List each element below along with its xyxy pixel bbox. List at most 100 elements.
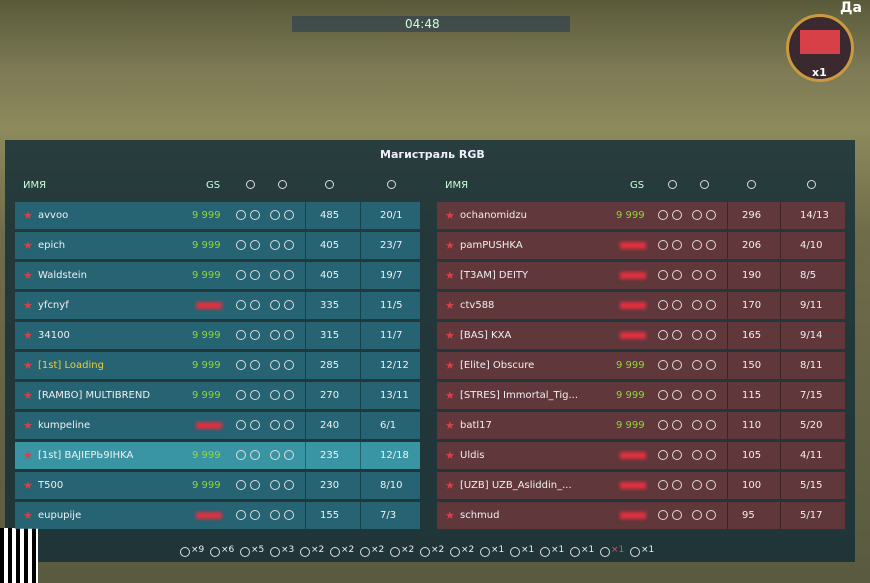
equipment-icon [658, 420, 668, 430]
kills-deaths: 4/10 [800, 240, 823, 251]
equipment-icon [236, 390, 246, 400]
header-name: ИМЯ [445, 180, 469, 191]
player-row: ★ Waldstein 9 999 405 19/7 [15, 262, 420, 289]
equipment-icon [692, 390, 702, 400]
equipment-icon [270, 360, 280, 370]
kills-deaths: 5/20 [800, 420, 823, 431]
divider [727, 292, 728, 319]
equipment-icon [270, 510, 280, 520]
equipment-icon [250, 270, 260, 280]
kills-deaths: 7/15 [800, 390, 823, 401]
equipment-icon [658, 480, 668, 490]
equipment-icon [658, 270, 668, 280]
equipment-icon [236, 450, 246, 460]
divider [727, 262, 728, 289]
award-count: ×1 [641, 545, 655, 555]
divider [727, 502, 728, 529]
award-count: ×9 [191, 545, 205, 555]
award-count: ×2 [431, 545, 445, 555]
equipment-icon [658, 330, 668, 340]
player-name: [Elite] Obscure [460, 360, 535, 371]
gear-score-hidden [620, 272, 646, 279]
gear-score: 9 999 [616, 420, 645, 431]
header-gs: GS [206, 180, 221, 191]
kills-deaths: 13/11 [380, 390, 409, 401]
gear-score-hidden [620, 302, 646, 309]
kills-deaths: 8/5 [800, 270, 817, 281]
player-name: [STRES] Immortal_Tig... [460, 390, 579, 401]
score: 230 [320, 480, 340, 491]
equipment-icon [672, 300, 682, 310]
equipment-icon [692, 300, 702, 310]
rank-star: ★ [445, 389, 455, 402]
player-row: ★ [1st] Loading 9 999 285 12/12 [15, 352, 420, 379]
equipment-icon [706, 240, 716, 250]
divider [360, 352, 361, 379]
crown [800, 30, 840, 54]
award-icon [480, 547, 490, 557]
gear-score-hidden [196, 512, 222, 519]
header-icon [668, 180, 677, 189]
kills-deaths: 8/10 [380, 480, 403, 491]
player-row: ★ 34100 9 999 315 11/7 [15, 322, 420, 349]
divider [360, 382, 361, 409]
player-row: ★ eupupije 155 7/3 [15, 502, 420, 529]
award-count: ×2 [401, 545, 415, 555]
award-count: ×2 [371, 545, 385, 555]
divider [360, 502, 361, 529]
award-count: ×6 [221, 545, 235, 555]
equipment-icon [658, 300, 668, 310]
score: 190 [742, 270, 762, 281]
gear-score-hidden [196, 422, 222, 429]
equipment-icon [692, 510, 702, 520]
divider [780, 262, 781, 289]
gear-score: 9 999 [616, 390, 645, 401]
equipment-icon [692, 240, 702, 250]
equipment-icon [270, 390, 280, 400]
player-name: kumpeline [38, 420, 91, 431]
score: 165 [742, 330, 762, 341]
rank-star: ★ [23, 479, 33, 492]
player-name: eupupije [38, 510, 82, 521]
player-row: ★ T500 9 999 230 8/10 [15, 472, 420, 499]
score: 235 [320, 450, 340, 461]
header-gs: GS [630, 180, 645, 191]
equipment-icon [284, 270, 294, 280]
rank-star: ★ [445, 449, 455, 462]
award-icon [420, 547, 430, 557]
kills-deaths: 8/11 [800, 360, 823, 371]
rank-star: ★ [445, 329, 455, 342]
award-icon [540, 547, 550, 557]
rank-star: ★ [23, 449, 33, 462]
equipment-icon [706, 390, 716, 400]
qr-code [0, 528, 38, 583]
award-icon [180, 547, 190, 557]
equipment-icon [250, 450, 260, 460]
rank-star: ★ [445, 209, 455, 222]
equipment-icon [706, 270, 716, 280]
equipment-icon [284, 390, 294, 400]
score: 170 [742, 300, 762, 311]
player-row: ★ [T3AM] DEITY 190 8/5 [437, 262, 845, 289]
equipment-icon [672, 270, 682, 280]
player-row: ★ pamPUSHKA 206 4/10 [437, 232, 845, 259]
rank-star: ★ [445, 359, 455, 372]
equipment-icon [284, 420, 294, 430]
equipment-icon [270, 270, 280, 280]
gear-score-hidden [196, 302, 222, 309]
rank-star: ★ [23, 419, 33, 432]
equipment-icon [236, 420, 246, 430]
timer: 04:48 [405, 17, 440, 31]
kills-deaths: 12/18 [380, 450, 409, 461]
gear-score: 9 999 [192, 450, 221, 461]
rank-star: ★ [445, 239, 455, 252]
player-name: T500 [38, 480, 64, 491]
divider [360, 412, 361, 439]
player-name: schmud [460, 510, 500, 521]
divider [780, 442, 781, 469]
equipment-icon [250, 360, 260, 370]
equipment-icon [692, 330, 702, 340]
award-count: ×2 [311, 545, 325, 555]
award-count: ×1 [611, 545, 625, 555]
equipment-icon [658, 360, 668, 370]
